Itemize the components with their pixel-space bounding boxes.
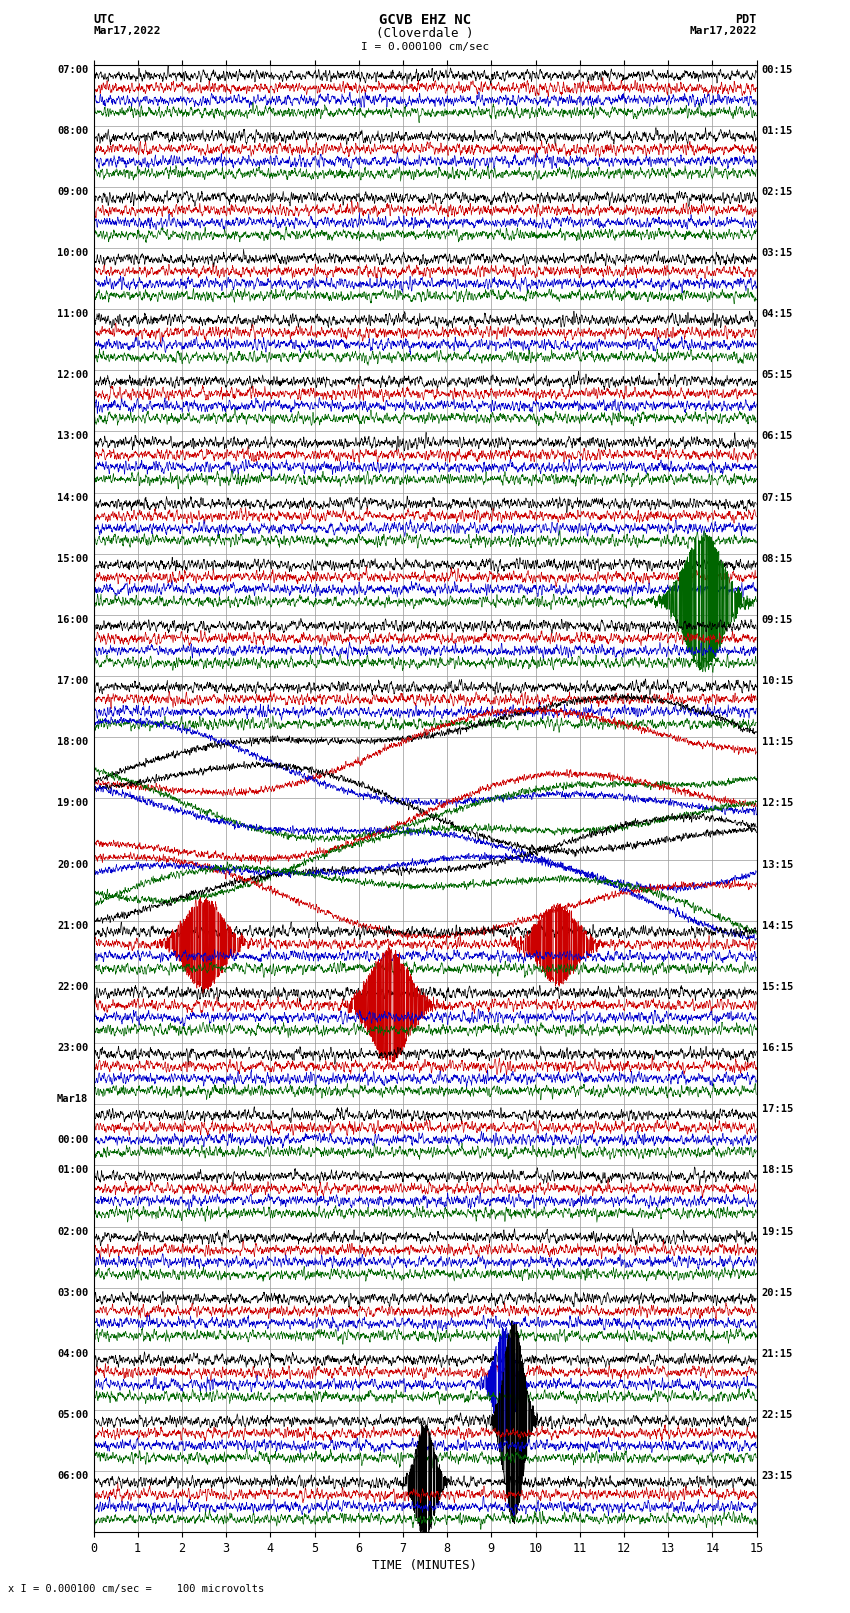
Text: 18:15: 18:15: [762, 1165, 793, 1176]
Text: 06:00: 06:00: [57, 1471, 88, 1481]
Text: GCVB EHZ NC: GCVB EHZ NC: [379, 13, 471, 27]
Text: 05:00: 05:00: [57, 1410, 88, 1419]
Text: 16:15: 16:15: [762, 1044, 793, 1053]
Text: 10:15: 10:15: [762, 676, 793, 686]
Text: 04:15: 04:15: [762, 310, 793, 319]
Text: Mar17,2022: Mar17,2022: [94, 26, 161, 35]
Text: x I = 0.000100 cm/sec =    100 microvolts: x I = 0.000100 cm/sec = 100 microvolts: [8, 1584, 264, 1594]
Text: 03:15: 03:15: [762, 248, 793, 258]
Text: 13:00: 13:00: [57, 431, 88, 442]
Text: 02:15: 02:15: [762, 187, 793, 197]
Text: Mar18: Mar18: [57, 1094, 88, 1105]
Text: 14:15: 14:15: [762, 921, 793, 931]
Text: 05:15: 05:15: [762, 371, 793, 381]
Text: Mar17,2022: Mar17,2022: [689, 26, 756, 35]
Text: 22:15: 22:15: [762, 1410, 793, 1419]
Text: 00:15: 00:15: [762, 65, 793, 74]
Text: 09:15: 09:15: [762, 615, 793, 624]
Text: I = 0.000100 cm/sec: I = 0.000100 cm/sec: [361, 42, 489, 52]
Text: 03:00: 03:00: [57, 1287, 88, 1298]
Text: 11:00: 11:00: [57, 310, 88, 319]
Text: 21:15: 21:15: [762, 1348, 793, 1358]
Text: 23:15: 23:15: [762, 1471, 793, 1481]
Text: 20:00: 20:00: [57, 860, 88, 869]
Text: 08:00: 08:00: [57, 126, 88, 135]
Text: 21:00: 21:00: [57, 921, 88, 931]
X-axis label: TIME (MINUTES): TIME (MINUTES): [372, 1560, 478, 1573]
Text: (Cloverdale ): (Cloverdale ): [377, 27, 473, 40]
Text: 22:00: 22:00: [57, 982, 88, 992]
Text: 15:15: 15:15: [762, 982, 793, 992]
Text: 18:00: 18:00: [57, 737, 88, 747]
Text: 12:00: 12:00: [57, 371, 88, 381]
Text: 09:00: 09:00: [57, 187, 88, 197]
Text: 08:15: 08:15: [762, 553, 793, 565]
Text: 16:00: 16:00: [57, 615, 88, 624]
Text: 20:15: 20:15: [762, 1287, 793, 1298]
Text: 23:00: 23:00: [57, 1044, 88, 1053]
Text: 17:15: 17:15: [762, 1105, 793, 1115]
Text: 01:00: 01:00: [57, 1165, 88, 1176]
Text: 19:00: 19:00: [57, 798, 88, 808]
Text: 00:00: 00:00: [57, 1136, 88, 1145]
Text: 04:00: 04:00: [57, 1348, 88, 1358]
Text: 07:15: 07:15: [762, 492, 793, 503]
Text: 13:15: 13:15: [762, 860, 793, 869]
Text: 14:00: 14:00: [57, 492, 88, 503]
Text: 02:00: 02:00: [57, 1226, 88, 1237]
Text: 01:15: 01:15: [762, 126, 793, 135]
Text: PDT: PDT: [735, 13, 756, 26]
Text: 07:00: 07:00: [57, 65, 88, 74]
Text: 19:15: 19:15: [762, 1226, 793, 1237]
Text: 11:15: 11:15: [762, 737, 793, 747]
Text: 10:00: 10:00: [57, 248, 88, 258]
Text: 12:15: 12:15: [762, 798, 793, 808]
Text: 17:00: 17:00: [57, 676, 88, 686]
Text: 15:00: 15:00: [57, 553, 88, 565]
Text: 06:15: 06:15: [762, 431, 793, 442]
Text: UTC: UTC: [94, 13, 115, 26]
